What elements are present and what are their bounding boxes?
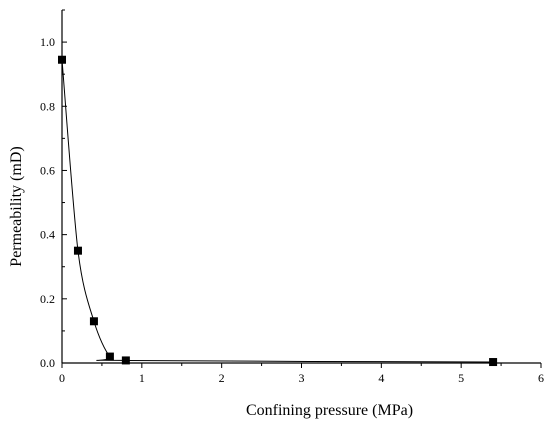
y-tick-label: 0.6 (40, 163, 55, 177)
plot-area (58, 55, 498, 367)
y-axis-title: Permeability (mD) (8, 146, 25, 266)
y-tick-label: 0.8 (40, 99, 55, 113)
x-tick-label: 2 (219, 371, 225, 385)
series-line (61, 59, 494, 363)
x-tick-label: 0 (59, 371, 65, 385)
y-tick-label: 1.0 (40, 35, 55, 49)
y-tick-label: 0.4 (40, 228, 55, 242)
data-point-marker (121, 356, 130, 365)
x-tick-label: 1 (139, 371, 145, 385)
data-point-marker (58, 55, 66, 64)
data-point-marker (89, 317, 98, 326)
axes: 0 1 2 3 4 5 6 0.0 0.2 0.4 0.6 0.8 1.0 (40, 9, 544, 385)
data-point-marker (73, 246, 82, 255)
x-tick-label: 3 (299, 371, 305, 385)
x-axis-title: Confining pressure (MPa) (246, 402, 413, 419)
x-tick-label: 4 (378, 371, 384, 385)
y-tick-label: 0.0 (40, 356, 55, 370)
x-tick-label: 6 (538, 371, 544, 385)
data-point-marker (489, 358, 498, 367)
x-tick-label: 5 (458, 371, 464, 385)
y-tick-label: 0.2 (40, 292, 55, 306)
data-point-marker (105, 352, 114, 361)
